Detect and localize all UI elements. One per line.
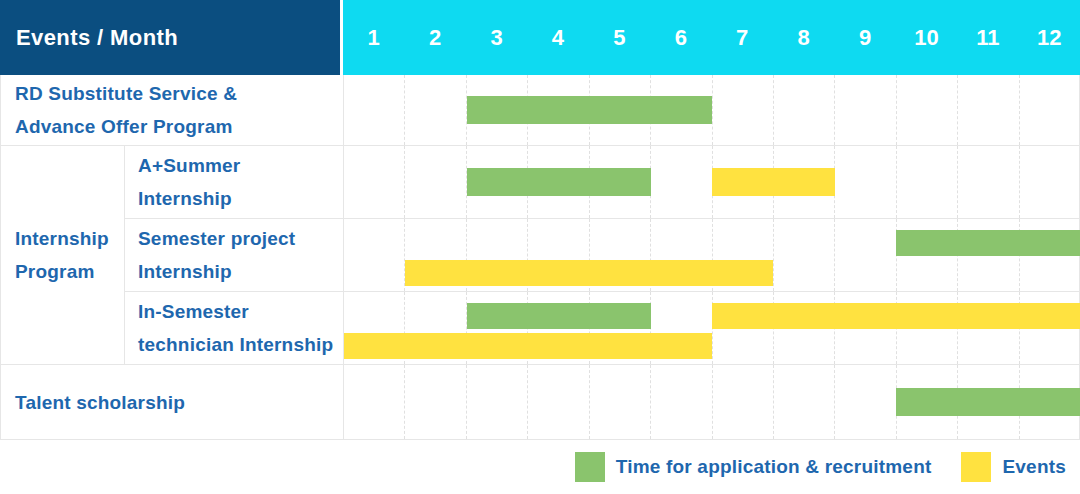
event-label: Semester project Internship [138,222,295,288]
table-header-corner: Events / Month [0,0,343,75]
gantt-bar-green [467,303,651,329]
month-column [405,75,466,145]
month-column [713,75,774,145]
event-label-cell: Semester project Internship [124,219,343,292]
month-gridlines [344,75,1080,145]
month-column [897,75,958,145]
event-label: A+Summer Internship [138,149,240,215]
table-header-title: Events / Month [16,25,178,51]
chart-row [343,292,1080,365]
month-label: 7 [712,0,773,75]
chart-row [343,219,1080,292]
month-column [713,365,774,439]
month-label: 1 [343,0,404,75]
gantt-bar-green [467,168,651,196]
gantt-bar-yellow [712,303,1080,329]
month-label: 10 [896,0,957,75]
month-label: 11 [957,0,1018,75]
month-label: 4 [527,0,588,75]
legend: Time for application & recruitment Event… [0,440,1080,494]
month-label: 3 [466,0,527,75]
month-label: 12 [1019,0,1080,75]
chart-row [343,75,1080,146]
month-column [835,75,896,145]
month-column [1020,75,1080,145]
month-label: 6 [650,0,711,75]
legend-swatch-yellow [961,452,991,482]
month-column [344,146,405,218]
event-label: RD Substitute Service & Advance Offer Pr… [15,77,237,143]
month-column [344,75,405,145]
month-column [835,146,896,218]
group-label: Internship Program [15,222,109,288]
month-column [528,365,589,439]
legend-item-events: Events [961,452,1066,482]
gantt-bar-green [467,96,712,124]
legend-swatch-green [575,452,605,482]
month-column [774,365,835,439]
month-column [590,365,651,439]
month-label: 8 [773,0,834,75]
gantt-bar-yellow [344,333,712,359]
month-column [651,365,712,439]
event-label: In-Semester technician Internship [138,295,333,361]
event-label: Talent scholarship [15,386,185,419]
legend-label-application: Time for application & recruitment [616,456,932,478]
month-label: 5 [589,0,650,75]
month-column [774,75,835,145]
group-label-cell: Internship Program [0,146,124,365]
month-header: 123456789101112 [343,0,1080,75]
month-column [835,219,896,291]
month-column [897,146,958,218]
chart-row [343,365,1080,440]
chart-row [343,146,1080,219]
gantt-bar-green [896,230,1080,256]
gantt-schedule-page: Events / Month 123456789101112 RD Substi… [0,0,1080,494]
event-label-cell: RD Substitute Service & Advance Offer Pr… [0,75,343,146]
legend-label-events: Events [1002,456,1066,478]
month-column [344,365,405,439]
month-column [344,219,405,291]
gantt-bar-yellow [405,260,773,286]
month-column [958,146,1019,218]
month-label: 2 [404,0,465,75]
month-label: 9 [834,0,895,75]
gantt-bar-yellow [712,168,835,196]
gantt-bar-green [896,388,1080,416]
month-column [405,365,466,439]
month-column [467,365,528,439]
gantt-table: Events / Month 123456789101112 RD Substi… [0,0,1080,440]
event-label-cell: In-Semester technician Internship [124,292,343,365]
month-column [405,146,466,218]
month-column [1020,146,1080,218]
event-label-cell: Talent scholarship [0,365,343,440]
month-column [958,75,1019,145]
month-column [774,219,835,291]
legend-item-application: Time for application & recruitment [575,452,932,482]
month-column [651,146,712,218]
month-column [835,365,896,439]
event-label-cell: A+Summer Internship [124,146,343,219]
